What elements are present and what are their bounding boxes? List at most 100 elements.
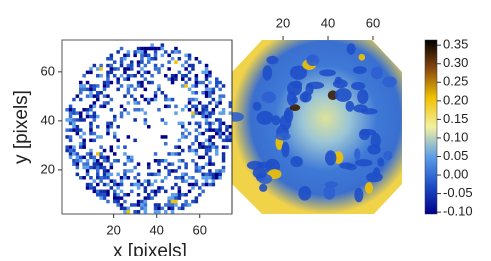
texture-cell — [109, 70, 114, 75]
texture-cell — [147, 80, 151, 85]
texture-cell — [126, 111, 131, 115]
texture-cell — [85, 111, 90, 115]
texture-cell — [143, 121, 148, 126]
texture-cell — [119, 63, 124, 68]
texture-cell — [153, 210, 158, 214]
texture-cell — [72, 159, 76, 163]
texture-blob — [370, 66, 384, 80]
texture-cell — [113, 159, 117, 163]
texture-cell — [225, 135, 229, 139]
texture-cell — [160, 46, 165, 51]
texture-cell — [123, 53, 127, 58]
texture-cell — [177, 145, 182, 149]
texture-cell — [116, 199, 120, 204]
texture-cell — [72, 128, 76, 132]
texture-cell — [113, 196, 117, 200]
texture-cell — [123, 172, 127, 177]
y-tick-label: 20 — [41, 161, 55, 176]
texture-cell — [215, 148, 219, 153]
texture-cell — [201, 165, 205, 170]
texture-cell — [65, 108, 69, 112]
texture-cell — [89, 121, 93, 126]
texture-cell — [102, 101, 107, 105]
texture-cell — [194, 108, 199, 112]
texture-cell — [106, 63, 110, 68]
texture-cell — [102, 94, 107, 98]
texture-cell — [164, 94, 168, 98]
texture-cell — [181, 84, 185, 88]
texture-cell — [89, 138, 93, 143]
texture-cell — [221, 94, 226, 98]
texture-cell — [177, 152, 182, 156]
texture-cell — [109, 53, 114, 58]
texture-cell — [208, 135, 212, 139]
texture-cell — [184, 80, 188, 85]
texture-cell — [204, 114, 209, 119]
texture-cell — [170, 97, 175, 102]
texture-cell — [123, 199, 127, 204]
texture-cell — [136, 203, 141, 207]
colorbar-tick-label: 0.00 — [443, 166, 468, 181]
texture-cell — [99, 145, 103, 149]
texture-cell — [119, 176, 124, 180]
texture-cell — [211, 172, 216, 177]
texture-cell — [177, 138, 182, 143]
texture-cell — [184, 179, 188, 183]
texture-cell — [177, 165, 182, 170]
texture-cell — [160, 63, 165, 68]
texture-cell — [198, 101, 202, 105]
texture-cell — [164, 189, 168, 194]
texture-cell — [136, 182, 141, 187]
texture-cell — [167, 53, 171, 58]
texture-cell — [89, 67, 93, 71]
texture-cell — [82, 108, 86, 112]
texture-cell — [116, 77, 120, 81]
texture-cell — [187, 57, 192, 61]
texture-cell — [89, 152, 93, 156]
texture-cell — [211, 145, 216, 149]
texture-cell — [102, 148, 107, 153]
texture-cell — [119, 74, 124, 78]
texture-cell — [211, 121, 216, 126]
texture-cell — [92, 138, 97, 143]
texture-cell — [68, 104, 73, 109]
texture-cell — [119, 206, 124, 211]
texture-cell — [170, 57, 175, 61]
texture-cell — [123, 176, 127, 180]
texture-cell — [208, 172, 212, 177]
texture-cell — [167, 60, 171, 64]
texture-cell — [143, 199, 148, 204]
texture-cell — [96, 172, 100, 177]
texture-cell — [65, 148, 69, 153]
texture-cell — [140, 74, 144, 78]
texture-cell — [181, 131, 185, 136]
texture-cell — [164, 203, 168, 207]
texture-cell — [109, 172, 114, 177]
colorbar-tick-label: 0.05 — [443, 148, 468, 163]
texture-cell — [116, 87, 120, 92]
texture-cell — [170, 196, 175, 200]
texture-cell — [181, 206, 185, 211]
texture-cell — [89, 114, 93, 119]
texture-cell — [208, 121, 212, 126]
texture-cell — [143, 77, 148, 81]
texture-cell — [211, 179, 216, 183]
texture-cell — [201, 91, 205, 95]
texture-cell — [153, 63, 158, 68]
texture-cell — [147, 60, 151, 64]
texture-cell — [116, 159, 120, 163]
texture-cell — [204, 121, 209, 126]
texture-cell — [68, 148, 73, 153]
texture-cell — [75, 172, 80, 177]
texture-cell — [140, 108, 144, 112]
texture-cell — [102, 104, 107, 109]
texture-cell — [184, 135, 188, 139]
texture-cell — [150, 43, 154, 47]
texture-cell — [140, 53, 144, 58]
texture-cell — [113, 60, 117, 64]
texture-cell — [143, 179, 148, 183]
texture-cell — [157, 67, 161, 71]
texture-cell — [150, 46, 154, 51]
texture-blob — [359, 129, 376, 136]
texture-cell — [211, 108, 216, 112]
